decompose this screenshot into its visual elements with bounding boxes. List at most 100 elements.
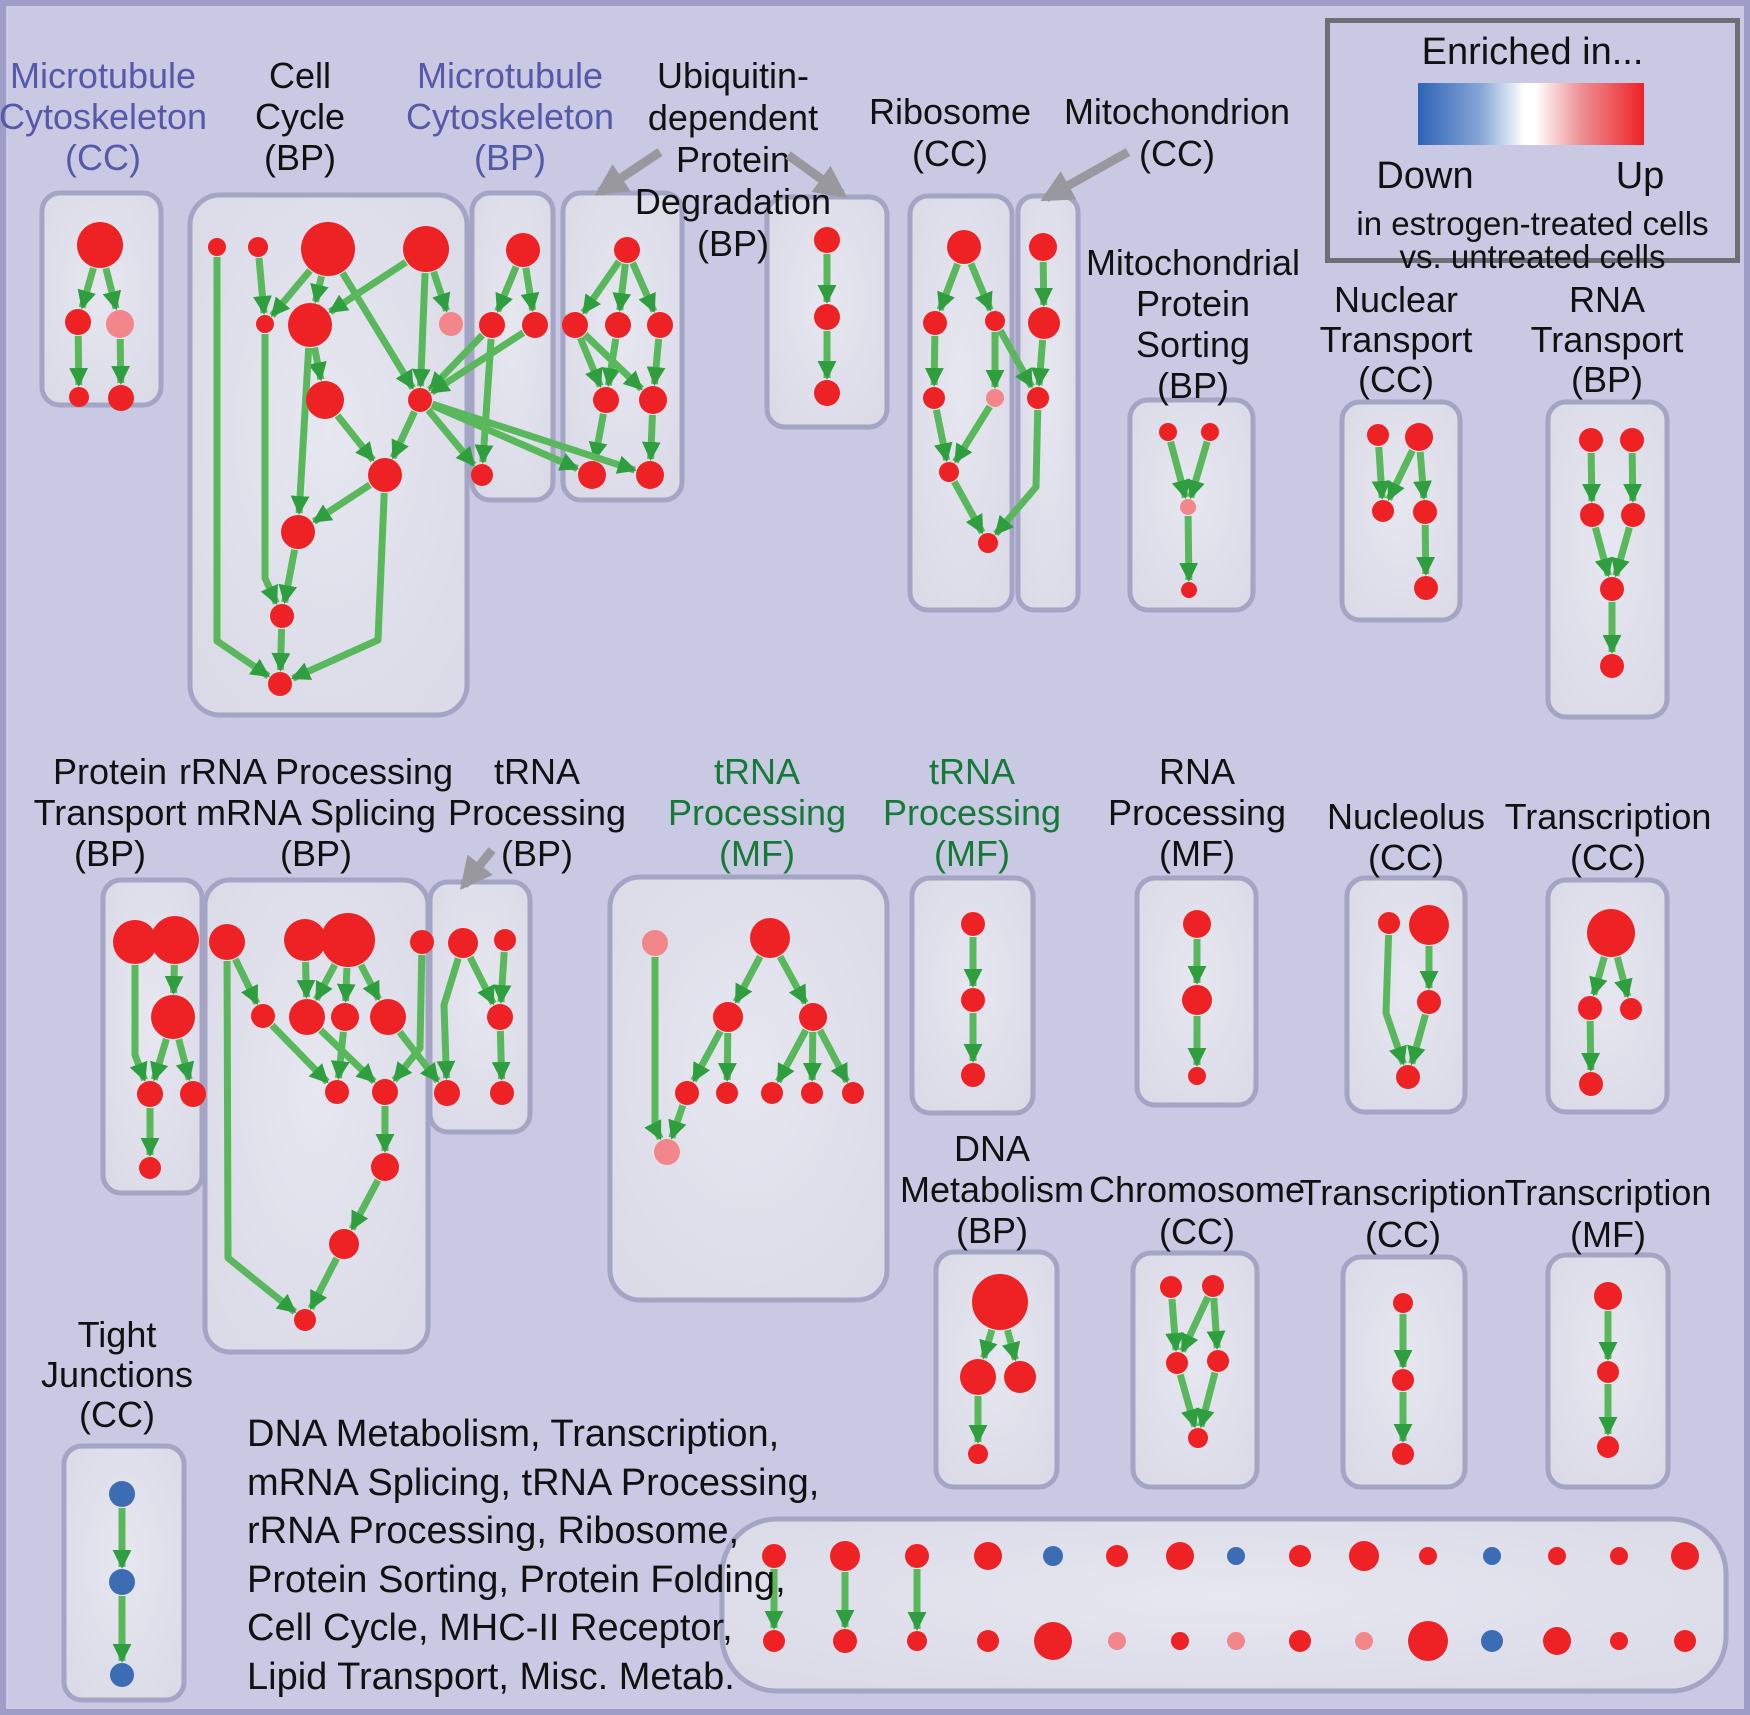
- label-nucleolus-cc: Nucleolus (CC): [1327, 796, 1485, 878]
- legend-down-label: Down: [1376, 155, 1474, 197]
- go-term-node-cc-h: [306, 381, 344, 419]
- go-term-node-cc-c: [301, 222, 355, 276]
- go-term-node-tmf2-c: [961, 1063, 985, 1087]
- network-edge: [1206, 1297, 1226, 1350]
- go-term-node-ub2-a: [814, 227, 840, 253]
- go-term-node-misc-t5: [1106, 1545, 1128, 1567]
- go-term-node-tj-a: [109, 1481, 135, 1507]
- label-trna-processing-mf-2: tRNA Processing (MF): [883, 751, 1061, 874]
- go-term-node-misc-b12: [1543, 1627, 1571, 1655]
- go-term-node-misc-b8: [1289, 1630, 1311, 1652]
- label-transcription-cc-row2: Transcription (CC): [1505, 796, 1712, 878]
- network-edge: [629, 261, 658, 314]
- network-edge: [690, 1029, 724, 1083]
- go-term-node-misc-t13: [1610, 1547, 1628, 1565]
- network-edge: [271, 628, 291, 672]
- network-edge: [334, 413, 376, 463]
- go-term-node-cc-a: [208, 238, 226, 256]
- network-edge: [952, 404, 993, 464]
- go-term-node-rt-b: [1620, 428, 1644, 452]
- go-term-node-misc-t0: [762, 1544, 786, 1568]
- go-term-node-nuc-c: [1417, 990, 1441, 1014]
- network-edge: [1413, 451, 1432, 500]
- go-term-node-chr-b: [1202, 1275, 1224, 1297]
- microtubule-cytoskeleton-cc-box: [39, 190, 164, 408]
- network-edge: [328, 259, 408, 315]
- go-term-node-cc-d: [403, 226, 449, 272]
- network-edge: [1167, 440, 1191, 500]
- go-term-node-rrna-f: [289, 999, 325, 1035]
- network-edge: [436, 957, 462, 1080]
- network-edge: [431, 400, 637, 474]
- go-term-node-tmf1-h: [801, 1082, 823, 1104]
- go-term-node-misc-t2: [905, 1544, 929, 1568]
- layer-labels: Microtubule Cytoskeleton (CC) Cell Cycle (BP)…: [0, 55, 1711, 1435]
- go-term-node-rib-a: [947, 230, 981, 264]
- go-term-node-rrna-k: [371, 1153, 399, 1181]
- go-term-node-cc-e: [256, 315, 274, 333]
- label-pointer-arrow: [785, 151, 848, 198]
- go-term-node-rrna-b: [284, 919, 326, 961]
- go-term-node-cc-l: [270, 604, 294, 628]
- go-term-node-ub2-b: [814, 304, 840, 330]
- misc-terms-line: Cell Cycle, MHC-II Receptor,: [247, 1607, 733, 1649]
- legend-up-label: Up: [1615, 155, 1665, 197]
- go-term-node-tcc2-a: [1587, 909, 1635, 957]
- network-edge: [269, 1022, 330, 1085]
- go-term-node-rrna-h: [370, 999, 406, 1035]
- go-term-node-ub-h: [636, 461, 664, 489]
- label-pointer-arrow: [594, 148, 663, 196]
- go-term-node-misc-b1: [833, 1629, 857, 1653]
- network-edge: [311, 481, 372, 525]
- legend-title: Enriched in...: [1421, 31, 1644, 73]
- network-edge: [425, 407, 477, 468]
- network-edge: [577, 336, 604, 388]
- go-term-node-ub-a: [614, 237, 640, 263]
- label-pointer-arrow: [1040, 148, 1131, 202]
- go-term-node-ub-d: [647, 312, 673, 338]
- go-term-node-tcc2-b: [1578, 996, 1602, 1020]
- go-term-node-rib-b: [923, 311, 947, 335]
- go-term-node-tmf2-a: [961, 912, 985, 936]
- go-term-node-dna-a: [972, 1274, 1028, 1330]
- label-cell-cycle-bp: Cell Cycle (BP): [255, 55, 345, 178]
- go-term-node-mps-c: [1180, 499, 1196, 515]
- go-term-node-rpmf-c: [1188, 1067, 1206, 1085]
- network-edge: [291, 492, 388, 682]
- network-edge: [430, 401, 580, 472]
- label-microtubule-cytoskeleton-cc: Microtubule Cytoskeleton (CC): [0, 55, 207, 178]
- network-edge: [491, 1030, 511, 1081]
- go-term-node-ub-e: [593, 387, 619, 413]
- network-edge: [582, 332, 644, 392]
- network-edge: [213, 257, 271, 679]
- label-dna-metabolism-bp: DNA Metabolism (BP): [900, 1128, 1084, 1251]
- label-nuclear-transport-cc: Nuclear Transport (CC): [1320, 279, 1473, 400]
- network-edge: [1371, 446, 1391, 500]
- go-term-node-misc-t4: [1043, 1546, 1063, 1566]
- go-term-node-mtbp-b: [479, 312, 505, 338]
- go-term-node-tbp-b: [494, 929, 516, 951]
- go-term-node-nt-d: [1413, 500, 1437, 524]
- go-term-node-mtbp-c: [522, 312, 548, 338]
- go-term-node-tbp-d: [434, 1080, 460, 1106]
- network-edge: [1592, 526, 1614, 578]
- network-edge: [732, 954, 764, 1004]
- network-edge: [1179, 1295, 1212, 1353]
- network-edge: [924, 335, 944, 387]
- go-term-node-tmf1-a: [642, 930, 668, 956]
- label-trna-processing-mf: tRNA Processing (MF): [668, 751, 846, 874]
- go-term-node-misc-t1: [830, 1541, 860, 1571]
- go-term-node-mtbp-a: [506, 233, 540, 267]
- network-edge: [1034, 261, 1053, 307]
- go-term-node-tmf1-g: [761, 1082, 783, 1104]
- go-term-node-mtcc-c: [106, 310, 134, 338]
- go-term-node-rt-c: [1580, 503, 1604, 527]
- network-edge: [1176, 1373, 1200, 1429]
- go-term-node-rrna-l: [329, 1229, 359, 1259]
- go-term-node-cc-i: [408, 388, 432, 412]
- go-term-node-tmf3-c: [1597, 1436, 1619, 1458]
- network-edge: [588, 413, 608, 462]
- go-term-node-misc-b2: [907, 1631, 927, 1651]
- go-term-node-rrna-i: [325, 1080, 349, 1104]
